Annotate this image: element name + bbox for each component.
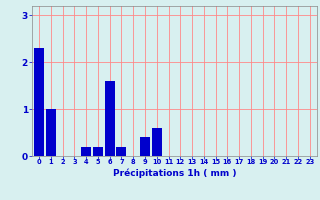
Bar [46,109,56,156]
Bar [105,81,115,156]
Bar [116,147,126,156]
Bar [93,147,103,156]
Bar [152,128,162,156]
Bar [34,48,44,156]
Bar [140,137,150,156]
Bar [81,147,91,156]
X-axis label: Précipitations 1h ( mm ): Précipitations 1h ( mm ) [113,168,236,178]
